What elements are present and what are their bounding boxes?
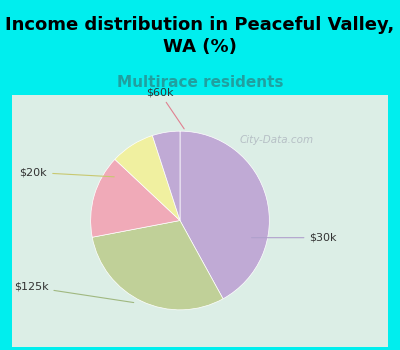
Text: Multirace residents: Multirace residents [117, 75, 283, 90]
Text: Income distribution in Peaceful Valley,
WA (%): Income distribution in Peaceful Valley, … [5, 16, 395, 56]
Wedge shape [180, 131, 269, 299]
Wedge shape [152, 131, 180, 220]
Wedge shape [91, 159, 180, 237]
Wedge shape [115, 135, 180, 220]
Text: $30k: $30k [252, 233, 337, 243]
Text: $60k: $60k [146, 87, 184, 129]
Text: City-Data.com: City-Data.com [239, 135, 313, 145]
Wedge shape [92, 220, 223, 310]
Text: $125k: $125k [14, 282, 134, 302]
Text: $20k: $20k [20, 167, 114, 177]
